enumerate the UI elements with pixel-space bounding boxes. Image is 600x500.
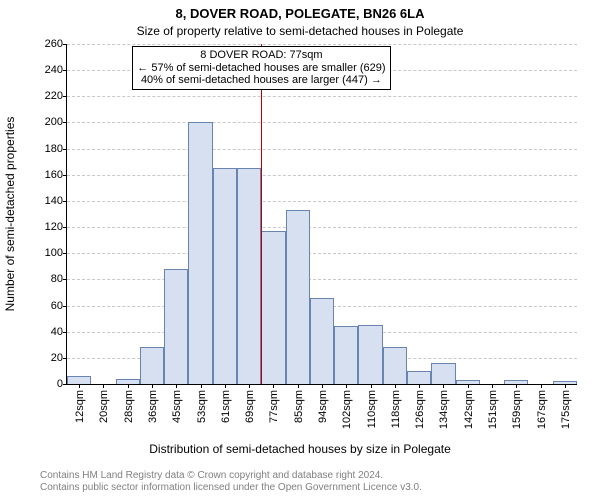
- bar: [261, 231, 285, 384]
- xtick-mark: [419, 384, 420, 388]
- x-axis-label: Distribution of semi-detached houses by …: [0, 442, 600, 456]
- ytick-label: 200: [45, 116, 67, 128]
- chart-title: 8, DOVER ROAD, POLEGATE, BN26 6LA: [0, 6, 600, 21]
- annotation-line: 8 DOVER ROAD: 77sqm: [137, 49, 385, 62]
- bar: [383, 347, 407, 384]
- ytick-label: 260: [45, 38, 67, 50]
- y-axis-label: Number of semi-detached properties: [3, 117, 17, 312]
- xtick-label: 12sqm: [72, 390, 86, 423]
- annotation-line: ← 57% of semi-detached houses are smalle…: [137, 62, 385, 75]
- bar: [67, 376, 91, 384]
- ytick-label: 60: [51, 300, 67, 312]
- ytick-label: 120: [45, 221, 67, 233]
- xtick-mark: [273, 384, 274, 388]
- xtick-label: 151sqm: [485, 390, 499, 429]
- xtick-mark: [468, 384, 469, 388]
- xtick-label: 118sqm: [388, 390, 402, 428]
- reference-line: [261, 44, 262, 384]
- gridline: [67, 253, 577, 254]
- footnote-line-1: Contains HM Land Registry data © Crown c…: [40, 470, 422, 482]
- ytick-label: 40: [51, 326, 67, 338]
- ytick-label: 220: [45, 90, 67, 102]
- xtick-label: 94sqm: [315, 390, 329, 423]
- plot-area: 02040608010012014016018020022024026012sq…: [66, 44, 577, 385]
- ytick-label: 80: [51, 273, 67, 285]
- footnote-line-2: Contains public sector information licen…: [40, 482, 422, 494]
- xtick-label: 167sqm: [534, 390, 548, 429]
- xtick-mark: [201, 384, 202, 388]
- ytick-label: 240: [45, 64, 67, 76]
- bar: [407, 371, 431, 384]
- chart-subtitle: Size of property relative to semi-detach…: [0, 24, 600, 38]
- ytick-label: 180: [45, 143, 67, 155]
- gridline: [67, 201, 577, 202]
- gridline: [67, 175, 577, 176]
- xtick-mark: [395, 384, 396, 388]
- xtick-mark: [443, 384, 444, 388]
- gridline: [67, 227, 577, 228]
- gridline: [67, 122, 577, 123]
- xtick-mark: [79, 384, 80, 388]
- xtick-label: 175sqm: [558, 390, 572, 429]
- gridline: [67, 44, 577, 45]
- annotation-line: 40% of semi-detached houses are larger (…: [137, 74, 385, 87]
- ytick-label: 140: [45, 195, 67, 207]
- ytick-label: 20: [51, 352, 67, 364]
- xtick-mark: [492, 384, 493, 388]
- xtick-mark: [346, 384, 347, 388]
- xtick-label: 28sqm: [121, 390, 135, 423]
- gridline: [67, 149, 577, 150]
- xtick-mark: [249, 384, 250, 388]
- bar: [140, 347, 164, 384]
- gridline: [67, 279, 577, 280]
- xtick-label: 134sqm: [436, 390, 450, 429]
- xtick-label: 53sqm: [194, 390, 208, 423]
- annotation-box: 8 DOVER ROAD: 77sqm← 57% of semi-detache…: [132, 46, 390, 90]
- xtick-mark: [322, 384, 323, 388]
- xtick-label: 77sqm: [266, 390, 280, 423]
- bar: [358, 325, 382, 384]
- bar: [213, 168, 237, 384]
- bar: [431, 363, 455, 384]
- xtick-label: 61sqm: [218, 390, 232, 423]
- ytick-label: 0: [57, 378, 67, 390]
- bar: [286, 210, 310, 384]
- xtick-mark: [176, 384, 177, 388]
- ytick-label: 160: [45, 169, 67, 181]
- xtick-label: 20sqm: [96, 390, 110, 423]
- bar: [164, 269, 188, 384]
- xtick-mark: [565, 384, 566, 388]
- xtick-mark: [298, 384, 299, 388]
- xtick-label: 85sqm: [291, 390, 305, 423]
- xtick-label: 69sqm: [242, 390, 256, 423]
- xtick-mark: [516, 384, 517, 388]
- xtick-mark: [128, 384, 129, 388]
- xtick-label: 36sqm: [145, 390, 159, 423]
- xtick-label: 110sqm: [364, 390, 378, 428]
- xtick-mark: [103, 384, 104, 388]
- gridline: [67, 96, 577, 97]
- xtick-label: 126sqm: [412, 390, 426, 429]
- xtick-mark: [371, 384, 372, 388]
- bar: [334, 326, 358, 384]
- xtick-mark: [225, 384, 226, 388]
- bar: [237, 168, 261, 384]
- ytick-label: 100: [45, 247, 67, 259]
- xtick-label: 102sqm: [339, 390, 353, 429]
- xtick-mark: [541, 384, 542, 388]
- bar: [188, 122, 212, 384]
- xtick-label: 45sqm: [169, 390, 183, 423]
- xtick-mark: [152, 384, 153, 388]
- chart-container: 8, DOVER ROAD, POLEGATE, BN26 6LA Size o…: [0, 0, 600, 500]
- footnote: Contains HM Land Registry data © Crown c…: [40, 470, 422, 493]
- bar: [310, 298, 334, 384]
- xtick-label: 142sqm: [461, 390, 475, 429]
- xtick-label: 159sqm: [509, 390, 523, 429]
